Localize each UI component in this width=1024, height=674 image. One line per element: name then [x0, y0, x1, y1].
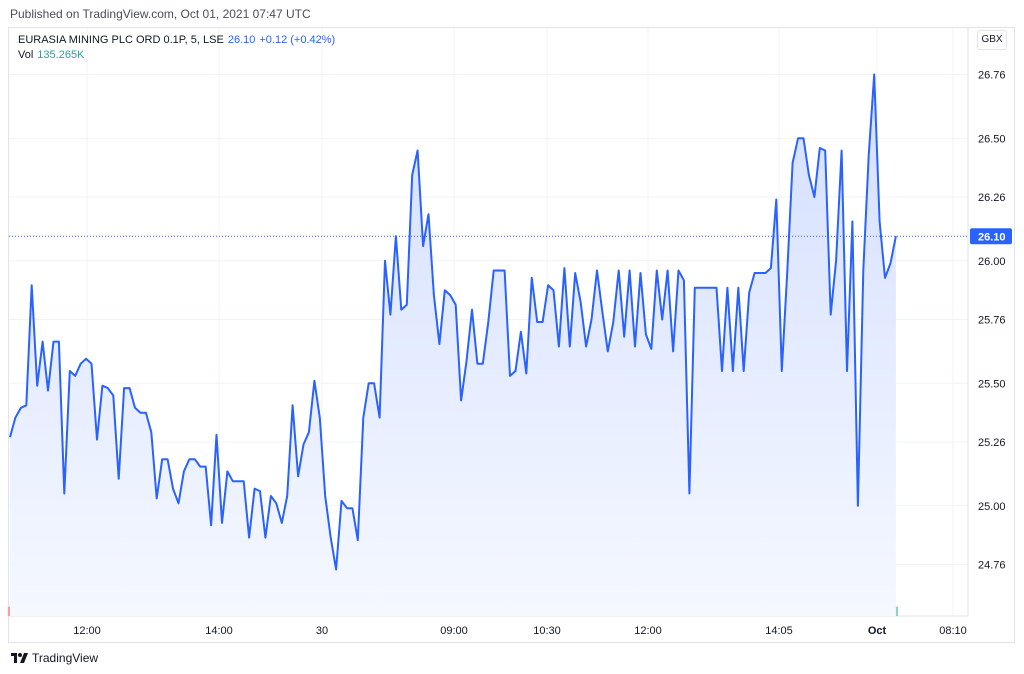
y-tick-label: 26.26 — [978, 192, 1006, 204]
x-tick-label: 30 — [316, 625, 328, 637]
x-tick-label: 09:00 — [440, 625, 468, 637]
price-axis[interactable]: 26.76 26.50 26.26 26.00 25.76 25.50 25.26 25.00… — [978, 70, 1006, 572]
currency-badge[interactable]: GBX — [977, 30, 1007, 50]
x-tick-label: 12:00 — [73, 625, 101, 637]
price-area — [10, 74, 896, 616]
y-tick-label: 25.26 — [978, 437, 1006, 449]
symbol-name[interactable]: EURASIA MINING PLC ORD 0.1P, 5, LSE — [18, 34, 224, 46]
published-caption: Published on TradingView.com, Oct 01, 20… — [10, 7, 311, 21]
y-tick-label: 25.00 — [978, 501, 1006, 513]
volume-bar — [893, 606, 899, 616]
chart-frame — [8, 27, 1015, 643]
x-tick-label: 08:10 — [939, 625, 967, 637]
x-tick-label: 14:05 — [765, 625, 793, 637]
last-price-tag-label: 26.10 — [978, 231, 1006, 243]
volume-label[interactable]: Vol — [18, 49, 34, 61]
y-tick-label: 26.00 — [978, 256, 1006, 268]
chart-legend: EURASIA MINING PLC ORD 0.1P, 5, LSE 26.10… — [18, 33, 335, 63]
y-tick-label: 26.50 — [978, 133, 1006, 145]
last-price-tag-bg — [970, 228, 1012, 245]
tradingview-logo-icon — [11, 653, 28, 663]
footer-brand[interactable]: TradingView — [10, 651, 98, 665]
y-tick-label: 24.76 — [978, 560, 1006, 572]
volume-value: 135.265K — [37, 49, 85, 61]
x-tick-label: 14:00 — [205, 625, 233, 637]
price-line — [9, 73, 897, 571]
y-tick-label: 25.50 — [978, 378, 1006, 390]
x-tick-label: 10:30 — [533, 625, 561, 637]
legend-change: +0.12 (+0.42%) — [259, 34, 336, 46]
last-price-tag: 26.10 — [970, 228, 1012, 245]
legend-price: 26.10 — [227, 34, 256, 46]
footer-brand-label: TradingView — [32, 651, 99, 665]
y-tick-label: 25.76 — [978, 315, 1006, 327]
x-tick-label: 12:00 — [634, 625, 662, 637]
x-tick-label: Oct — [868, 625, 887, 637]
y-tick-label: 26.76 — [978, 70, 1006, 82]
time-axis[interactable]: 12:00 14:00 30 09:00 10:30 12:00 14:05 Oct 08:10 — [73, 625, 967, 637]
